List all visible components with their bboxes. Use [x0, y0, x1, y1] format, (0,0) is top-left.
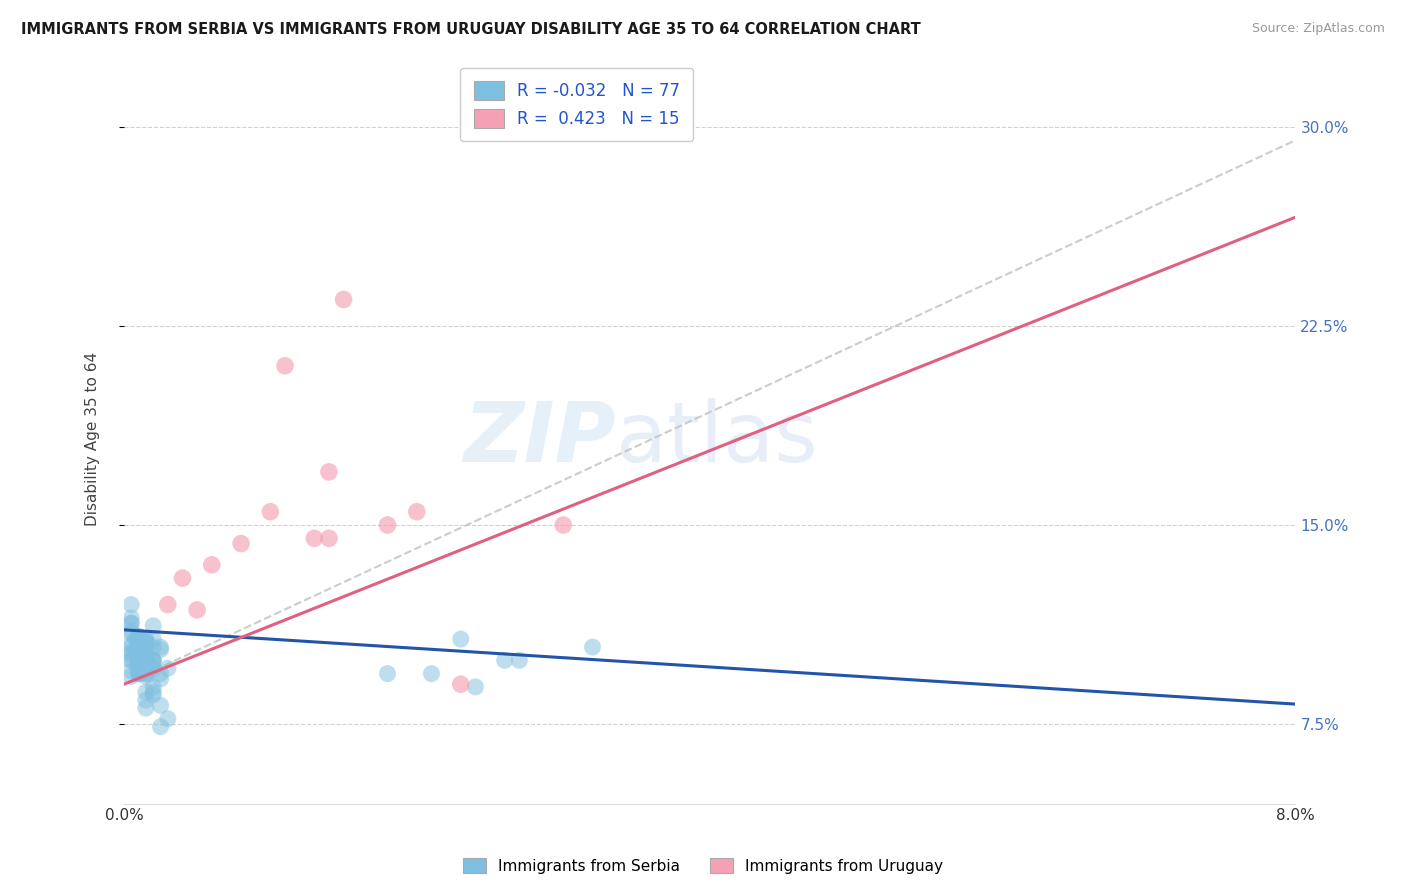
Point [332, 293, 354, 307]
Point [120, 664, 142, 678]
Point [120, 637, 142, 651]
Point [120, 648, 142, 662]
Point [124, 642, 146, 657]
Text: atlas: atlas [616, 398, 818, 479]
Point [128, 630, 150, 644]
Point [135, 637, 157, 651]
Point [120, 669, 142, 683]
Point [128, 632, 150, 646]
Point [128, 653, 150, 667]
Point [120, 653, 142, 667]
Point [142, 619, 165, 633]
Point [135, 637, 157, 651]
Point [581, 640, 603, 654]
Point [229, 536, 252, 550]
Point [149, 640, 172, 654]
Point [120, 640, 142, 654]
Point [124, 632, 146, 646]
Text: ZIP: ZIP [464, 398, 616, 479]
Point [149, 642, 172, 657]
Point [135, 666, 157, 681]
Point [128, 648, 150, 662]
Point [142, 685, 165, 699]
Point [128, 637, 150, 651]
Point [135, 701, 157, 715]
Point [494, 653, 516, 667]
Legend: Immigrants from Serbia, Immigrants from Uruguay: Immigrants from Serbia, Immigrants from … [457, 852, 949, 880]
Point [128, 661, 150, 675]
Point [128, 637, 150, 651]
Point [304, 531, 326, 545]
Point [135, 653, 157, 667]
Point [201, 558, 224, 572]
Point [128, 653, 150, 667]
Point [405, 505, 427, 519]
Point [420, 666, 443, 681]
Point [128, 658, 150, 673]
Point [128, 661, 150, 675]
Point [508, 653, 530, 667]
Point [450, 677, 472, 691]
Point [149, 720, 172, 734]
Point [120, 624, 142, 639]
Point [135, 664, 157, 678]
Point [135, 632, 157, 646]
Point [464, 680, 486, 694]
Point [553, 518, 575, 533]
Point [135, 648, 157, 662]
Point [135, 685, 157, 699]
Point [128, 666, 150, 681]
Point [142, 688, 165, 702]
Point [142, 653, 165, 667]
Point [128, 630, 150, 644]
Point [135, 640, 157, 654]
Point [156, 661, 179, 675]
Point [142, 632, 165, 646]
Point [142, 658, 165, 673]
Point [128, 666, 150, 681]
Point [120, 616, 142, 631]
Point [135, 666, 157, 681]
Text: IMMIGRANTS FROM SERBIA VS IMMIGRANTS FROM URUGUAY DISABILITY AGE 35 TO 64 CORREL: IMMIGRANTS FROM SERBIA VS IMMIGRANTS FRO… [21, 22, 921, 37]
Text: Source: ZipAtlas.com: Source: ZipAtlas.com [1251, 22, 1385, 36]
Point [377, 518, 399, 533]
Point [259, 505, 281, 519]
Point [135, 650, 157, 665]
Point [149, 698, 172, 713]
Point [142, 653, 165, 667]
Point [120, 645, 142, 659]
Point [135, 669, 157, 683]
Point [172, 571, 194, 585]
Point [149, 672, 172, 686]
Point [120, 598, 142, 612]
Point [135, 693, 157, 707]
Legend: R = -0.032   N = 77, R =  0.423   N = 15: R = -0.032 N = 77, R = 0.423 N = 15 [460, 68, 693, 141]
Point [318, 465, 340, 479]
Point [142, 653, 165, 667]
Point [274, 359, 297, 373]
Point [135, 648, 157, 662]
Point [156, 598, 179, 612]
Point [186, 603, 208, 617]
Point [120, 653, 142, 667]
Point [142, 661, 165, 675]
Point [120, 611, 142, 625]
Point [128, 666, 150, 681]
Point [142, 680, 165, 694]
Point [120, 627, 142, 641]
Point [120, 616, 142, 631]
Point [450, 632, 472, 646]
Point [142, 640, 165, 654]
Point [149, 666, 172, 681]
Point [156, 712, 179, 726]
Point [128, 648, 150, 662]
Point [128, 658, 150, 673]
Point [128, 656, 150, 670]
Point [318, 531, 340, 545]
Point [135, 634, 157, 648]
Point [128, 658, 150, 673]
Point [377, 666, 399, 681]
Y-axis label: Disability Age 35 to 64: Disability Age 35 to 64 [86, 351, 100, 525]
Point [135, 634, 157, 648]
